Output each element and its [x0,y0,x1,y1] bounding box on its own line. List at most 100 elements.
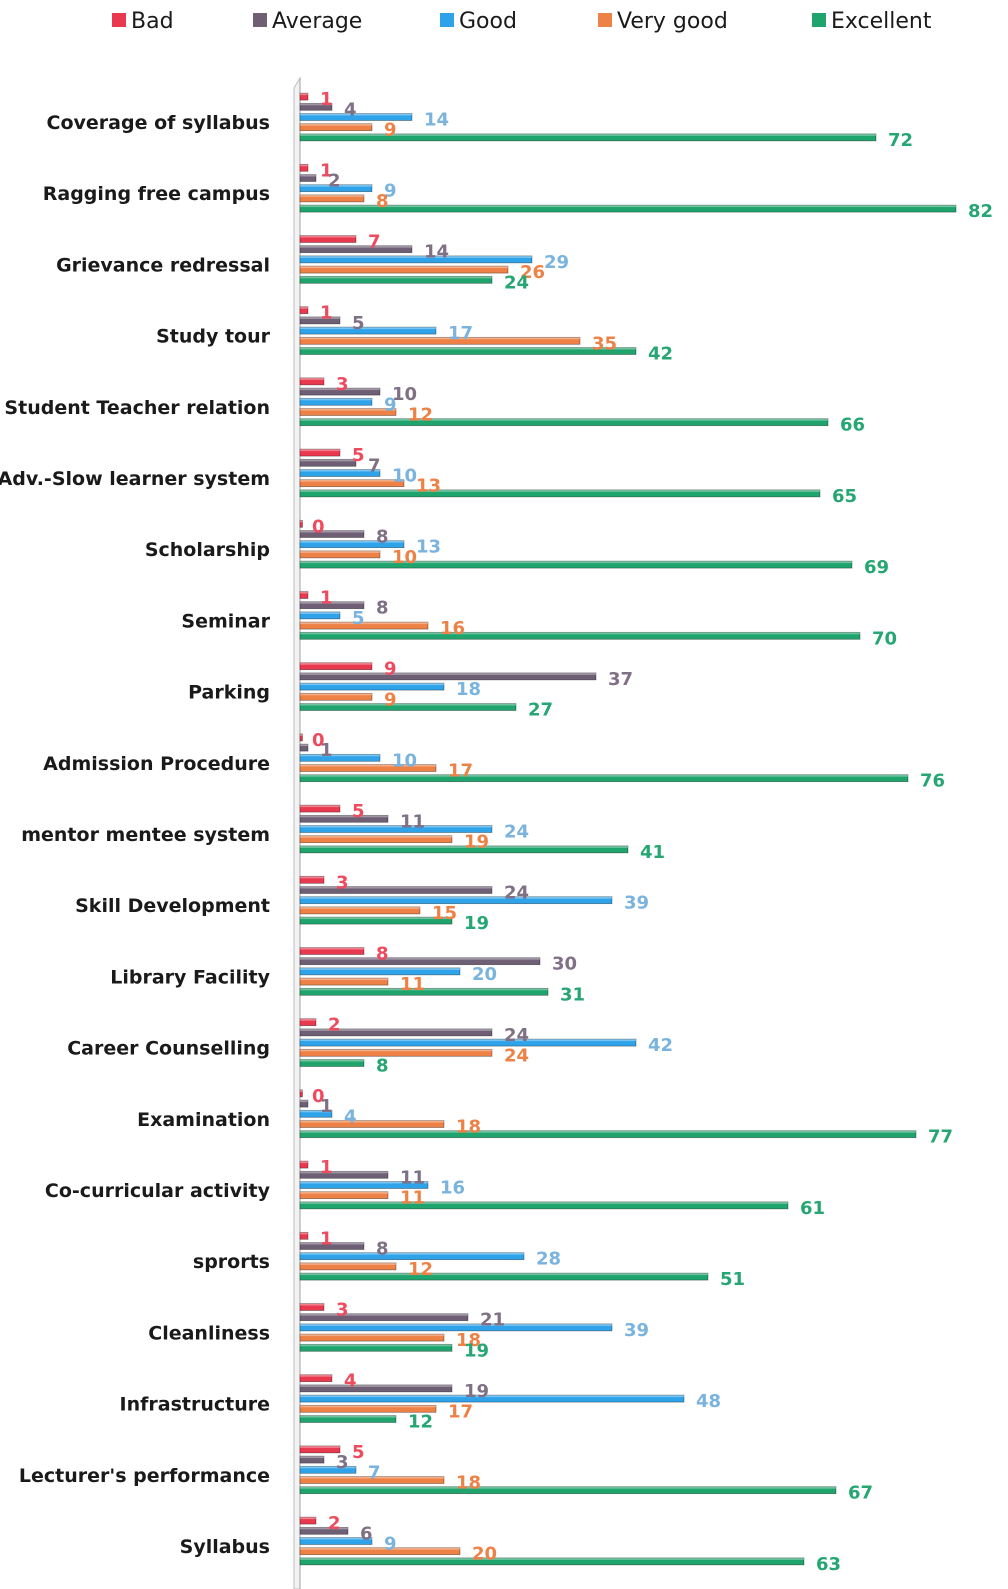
bar-highlight-study-tour-excellent [300,347,636,350]
bar-highlight-cleanliness-bad [300,1303,324,1306]
bar-examination-very-good [299,1120,445,1128]
bar-highlight-scholarship-bad [300,520,303,523]
bar-lecturer-s-performance-very-good [299,1476,445,1484]
bar-parking-average [299,672,597,681]
value-label-study-tour-good: 17 [448,323,473,344]
bar-highlight-skill-development-good [300,896,612,899]
value-label-student-teacher-relation-average: 10 [392,384,417,405]
value-label-student-teacher-relation-very-good: 12 [408,405,433,426]
value-label-ragging-free-campus-average: 2 [328,171,341,192]
value-label-cleanliness-excellent: 19 [464,1340,489,1361]
bar-highlight-cleanliness-good [300,1323,612,1326]
bar-sprorts-average [299,1242,365,1250]
value-label-student-teacher-relation-good: 9 [384,394,397,415]
value-label-ragging-free-campus-excellent: 82 [968,201,993,222]
category-label-co-curricular-activity: Co-curricular activity [45,1180,271,1202]
bar-highlight-infrastructure-average [300,1384,452,1387]
value-label-library-facility-average: 30 [552,954,577,975]
value-label-syllabus-bad: 2 [328,1513,341,1534]
value-label-ragging-free-campus-good: 9 [384,181,397,202]
category-label-library-facility: Library Facility [110,966,270,988]
value-label-sprorts-bad: 1 [320,1228,333,1249]
bar-mentor-mentee-system-very-good [299,835,453,844]
bar-student-teacher-relation-good [299,397,373,406]
bar-coverage-of-syllabus-excellent [299,133,877,142]
bar-highlight-examination-bad [300,1089,303,1092]
bar-highlight-mentor-mentee-system-bad [300,805,340,808]
legend-swatch-average [253,13,267,27]
bar-seminar-bad [299,591,309,599]
value-label-adv-slow-learner-system-average: 7 [368,455,381,476]
category-label-coverage-of-syllabus: Coverage of syllabus [47,112,270,134]
value-label-admission-procedure-excellent: 76 [920,771,945,792]
bar-library-facility-average [299,957,541,966]
bar-adv-slow-learner-system-excellent [299,489,821,498]
bar-highlight-grievance-redressal-average [300,245,412,248]
value-label-scholarship-bad: 0 [312,516,325,537]
bar-admission-procedure-excellent [299,774,909,783]
value-label-seminar-good: 5 [352,608,365,629]
bar-study-tour-very-good [299,336,581,345]
bar-parking-excellent [299,703,517,711]
value-label-examination-very-good: 18 [456,1117,481,1138]
bar-highlight-library-facility-very-good [300,978,388,981]
bar-skill-development-excellent [299,916,453,925]
bar-parking-bad [299,662,373,671]
value-label-parking-excellent: 27 [528,700,553,721]
bar-study-tour-bad [299,306,309,315]
value-label-examination-excellent: 77 [928,1127,953,1148]
value-label-co-curricular-activity-excellent: 61 [800,1198,825,1219]
value-label-study-tour-excellent: 42 [648,344,673,365]
legend-swatch-excellent [812,13,826,27]
bar-highlight-study-tour-average [300,316,340,319]
value-label-cleanliness-very-good: 18 [456,1330,481,1351]
bar-student-teacher-relation-average [299,387,381,396]
bar-highlight-skill-development-bad [300,876,324,879]
bar-highlight-coverage-of-syllabus-good [300,113,412,116]
bar-highlight-syllabus-excellent [300,1557,804,1560]
bar-co-curricular-activity-bad [299,1160,309,1169]
value-label-examination-bad: 0 [312,1086,325,1107]
bar-seminar-average [299,601,365,610]
bar-highlight-lecturer-s-performance-excellent [300,1486,836,1489]
bar-highlight-co-curricular-activity-good [300,1181,428,1184]
value-label-skill-development-excellent: 19 [464,913,489,934]
bar-highlight-infrastructure-very-good [300,1405,436,1408]
value-label-mentor-mentee-system-average: 11 [400,811,425,832]
bar-study-tour-good [299,326,437,335]
value-label-seminar-very-good: 16 [440,618,465,639]
value-label-cleanliness-good: 39 [624,1320,649,1341]
value-label-student-teacher-relation-excellent: 66 [840,415,865,436]
bar-highlight-coverage-of-syllabus-bad [300,93,308,96]
bar-sprorts-very-good [299,1262,397,1271]
value-label-parking-average: 37 [608,669,633,690]
bar-career-counselling-good [299,1038,637,1047]
value-label-admission-procedure-good: 10 [392,750,417,771]
bar-grievance-redressal-bad [299,235,357,243]
bar-highlight-examination-good [300,1110,332,1113]
bar-sprorts-good [299,1252,525,1261]
value-label-syllabus-average: 6 [360,1523,373,1544]
value-label-career-counselling-average: 24 [504,1025,529,1046]
bar-highlight-scholarship-average [300,530,364,533]
value-label-mentor-mentee-system-very-good: 19 [464,832,489,853]
legend-swatch-good [440,13,454,27]
bar-sprorts-excellent [299,1272,709,1281]
category-label-career-counselling: Career Counselling [67,1038,270,1060]
category-label-infrastructure: Infrastructure [120,1394,270,1416]
bar-admission-procedure-very-good [299,764,437,772]
value-label-career-counselling-excellent: 8 [376,1056,389,1077]
bar-adv-slow-learner-system-very-good [299,479,405,488]
category-label-mentor-mentee-system: mentor mentee system [21,824,270,846]
bar-highlight-adv-slow-learner-system-very-good [300,479,404,482]
bar-highlight-career-counselling-excellent [300,1059,364,1062]
value-label-co-curricular-activity-good: 16 [440,1178,465,1199]
bar-highlight-student-teacher-relation-excellent [300,418,828,421]
bar-highlight-lecturer-s-performance-bad [300,1445,340,1448]
bar-grievance-redressal-excellent [299,275,493,284]
legend-label-good: Good [459,9,517,34]
value-label-lecturer-s-performance-average: 3 [336,1452,349,1473]
value-label-lecturer-s-performance-good: 7 [368,1462,381,1483]
value-label-syllabus-very-good: 20 [472,1544,497,1565]
bar-syllabus-excellent [299,1557,805,1566]
